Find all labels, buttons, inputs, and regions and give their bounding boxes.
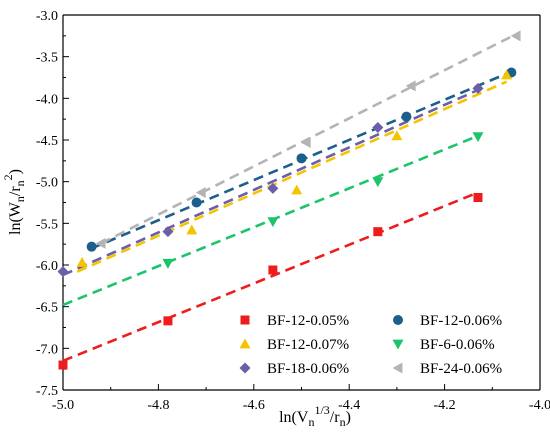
axes: -5.0 -4.8 -4.6 -4.4 -4.2 -4.0 -3.0 -3.5 -4.0 -4.5… bbox=[36, 9, 550, 413]
data-point-bf-24-0-06 bbox=[405, 80, 416, 92]
legend: BF-12-0.05% BF-12-0.07% BF-18-0.06% BF-12-0… bbox=[239, 313, 502, 377]
legend-marker bbox=[240, 315, 250, 325]
data-point-bf-12-0-07 bbox=[501, 69, 513, 80]
data-point-bf-12-0-05 bbox=[163, 316, 173, 326]
legend-marker bbox=[392, 339, 404, 350]
y-tick-label: -3.0 bbox=[36, 9, 58, 24]
x-tick-label: -5.0 bbox=[52, 398, 74, 413]
fit-line-bf-18-0-06 bbox=[62, 88, 479, 277]
x-tick-label: -4.2 bbox=[434, 398, 456, 413]
y-axis-title: ln(Wn/rn2) bbox=[1, 169, 27, 235]
legend-label: BF-12-0.05% bbox=[267, 313, 349, 329]
y-tick-label: -5.5 bbox=[36, 217, 58, 232]
legend-label: BF-24-0.06% bbox=[420, 361, 502, 377]
data-point-bf-24-0-06 bbox=[510, 30, 521, 42]
data-point-bf-6-0-06 bbox=[162, 258, 174, 269]
x-tick-label: -4.4 bbox=[338, 398, 360, 413]
data-point-bf-18-0-06 bbox=[472, 82, 484, 94]
data-point-bf-24-0-06 bbox=[95, 237, 106, 249]
data-point-bf-12-0-07 bbox=[186, 224, 198, 235]
data-point-bf-6-0-06 bbox=[372, 177, 384, 188]
data-point-bf-12-0-07 bbox=[291, 184, 303, 195]
legend-label: BF-12-0.06% bbox=[420, 313, 502, 329]
data-point-bf-12-0-05 bbox=[473, 193, 483, 202]
y-tick-label: -4.0 bbox=[36, 92, 58, 107]
legend-label: BF-12-0.07% bbox=[267, 337, 349, 353]
y-tick-label: -6.5 bbox=[36, 301, 58, 316]
data-point-bf-12-0-06 bbox=[86, 241, 97, 252]
legend-marker bbox=[239, 338, 251, 349]
y-tick-label: -3.5 bbox=[36, 51, 58, 66]
legend-label: BF-18-0.06% bbox=[267, 361, 349, 377]
x-tick-label: -4.0 bbox=[529, 398, 550, 413]
data-point-bf-12-0-07 bbox=[76, 257, 88, 267]
y-tick-label: -7.5 bbox=[36, 384, 58, 399]
data-points bbox=[57, 30, 521, 370]
x-tick-label: -4.6 bbox=[243, 398, 265, 413]
legend-marker bbox=[239, 362, 251, 374]
y-tick-label: -4.5 bbox=[36, 134, 58, 149]
y-tick-label: -6.0 bbox=[36, 259, 58, 274]
data-point-bf-12-0-05 bbox=[268, 265, 278, 275]
data-point-bf-12-0-07 bbox=[391, 130, 403, 141]
data-point-bf-6-0-06 bbox=[267, 217, 279, 228]
data-point-bf-18-0-06 bbox=[162, 226, 174, 238]
data-point-bf-12-0-05 bbox=[373, 227, 383, 237]
data-point-bf-18-0-06 bbox=[57, 266, 69, 278]
x-tick-label: -4.8 bbox=[147, 398, 169, 413]
data-point-bf-12-0-06 bbox=[401, 111, 412, 122]
data-point-bf-12-0-05 bbox=[58, 360, 68, 370]
legend-marker bbox=[393, 315, 403, 325]
legend-marker bbox=[392, 362, 403, 374]
fit-lines bbox=[62, 33, 517, 363]
data-point-bf-12-0-06 bbox=[191, 197, 202, 208]
data-point-bf-18-0-06 bbox=[267, 182, 279, 194]
legend-label: BF-6-0.06% bbox=[420, 337, 495, 353]
fit-line-bf-12-0-05 bbox=[62, 191, 479, 363]
fit-line-bf-12-0-07 bbox=[76, 80, 508, 273]
data-point-bf-12-0-06 bbox=[296, 153, 307, 164]
y-tick-label: -7.0 bbox=[36, 342, 58, 357]
y-tick-label: -5.0 bbox=[36, 176, 58, 191]
data-point-bf-24-0-06 bbox=[195, 187, 206, 198]
data-point-bf-18-0-06 bbox=[372, 122, 384, 133]
data-point-bf-6-0-06 bbox=[472, 132, 484, 143]
data-point-bf-24-0-06 bbox=[300, 137, 311, 148]
